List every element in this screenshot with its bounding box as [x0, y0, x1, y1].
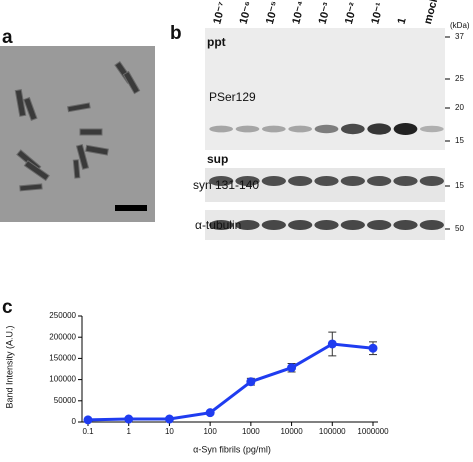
band [209, 125, 234, 133]
lane-label: 10⁻⁵ [264, 0, 282, 26]
point [246, 377, 256, 387]
y-tick-label: 150000 [49, 354, 76, 363]
band [367, 123, 392, 135]
band [419, 176, 444, 186]
band [314, 220, 339, 230]
band [314, 176, 339, 186]
row-label: PSer129 [209, 90, 256, 104]
y-tick-label: 100000 [49, 375, 76, 384]
marker-label: 37 [455, 32, 464, 41]
band [340, 123, 365, 135]
y-axis-label: Band Intensity (A.U.) [4, 325, 14, 408]
band [340, 176, 365, 186]
band [419, 220, 444, 230]
lane-label: mock [422, 0, 441, 26]
band [393, 220, 418, 230]
lane-label: 10⁻⁴ [290, 0, 308, 26]
x-axis-label: α-Syn fibrils (pg/ml) [193, 444, 271, 454]
panel-label: c [2, 297, 13, 318]
band [367, 220, 392, 230]
point [368, 343, 378, 353]
x-tick-label: 100000 [319, 427, 346, 436]
x-tick-label: 100 [203, 427, 217, 436]
band [419, 125, 444, 133]
band [367, 176, 392, 186]
y-tick-label: 50000 [54, 396, 77, 405]
point [205, 408, 215, 418]
fraction-label: ppt [207, 35, 226, 49]
band [393, 176, 418, 186]
lane-label: 10⁻¹ [369, 1, 386, 25]
lane-label: 10⁻⁶ [238, 0, 256, 25]
blot [205, 28, 445, 240]
point [327, 339, 337, 349]
band [235, 125, 260, 133]
x-tick-label: 1000 [242, 427, 260, 436]
x-tick-label: 1000000 [357, 427, 389, 436]
band [261, 176, 286, 186]
band [235, 220, 260, 230]
band [288, 125, 313, 133]
x-tick-label: 10 [165, 427, 174, 436]
row-label: syn 131-140 [193, 178, 259, 192]
point [164, 414, 174, 424]
band [340, 220, 365, 230]
marker-label: 15 [455, 136, 464, 145]
lane-label: 10⁻³ [317, 1, 334, 25]
band [235, 176, 260, 186]
unit-label: (kDa) [450, 21, 470, 30]
point [124, 414, 134, 424]
band [261, 125, 286, 133]
em-image [0, 46, 155, 222]
band [288, 220, 313, 230]
lane-label: 1 [396, 17, 409, 26]
panel-label: a [2, 27, 13, 48]
panel-label: b [170, 23, 182, 44]
row-label: α-tubulin [195, 218, 241, 232]
band [314, 124, 339, 134]
y-tick-label: 250000 [49, 311, 76, 320]
marker-label: 20 [455, 103, 464, 112]
x-tick-label: 0.1 [82, 427, 94, 436]
x-tick-label: 10000 [280, 427, 303, 436]
fraction-label: sup [207, 152, 228, 166]
y-tick-label: 200000 [49, 332, 76, 341]
y-tick-label: 0 [72, 417, 77, 426]
lane-label: 10⁻⁷ [211, 0, 229, 25]
marker-label: 25 [455, 74, 464, 83]
series-line [87, 342, 374, 422]
lane-label: 10⁻² [343, 1, 360, 25]
band [209, 220, 234, 230]
point [83, 415, 93, 425]
x-tick-label: 1 [126, 427, 131, 436]
band [261, 220, 286, 230]
band [209, 176, 234, 186]
marker-label: 15 [455, 181, 464, 190]
band [393, 123, 418, 135]
point [287, 363, 297, 373]
band [288, 176, 313, 186]
marker-label: 50 [455, 224, 464, 233]
